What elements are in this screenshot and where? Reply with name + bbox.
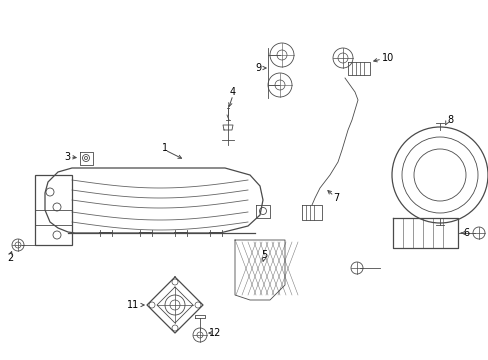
- Text: 4: 4: [229, 87, 236, 97]
- Text: 2: 2: [7, 253, 13, 263]
- Text: 10: 10: [381, 53, 393, 63]
- Text: 6: 6: [462, 228, 468, 238]
- Text: 12: 12: [208, 328, 221, 338]
- Text: 1: 1: [162, 143, 168, 153]
- Text: 8: 8: [446, 115, 452, 125]
- Text: 3: 3: [64, 152, 70, 162]
- Text: 7: 7: [332, 193, 339, 203]
- Text: 11: 11: [126, 300, 139, 310]
- Text: 5: 5: [260, 250, 266, 260]
- Text: 9: 9: [254, 63, 261, 73]
